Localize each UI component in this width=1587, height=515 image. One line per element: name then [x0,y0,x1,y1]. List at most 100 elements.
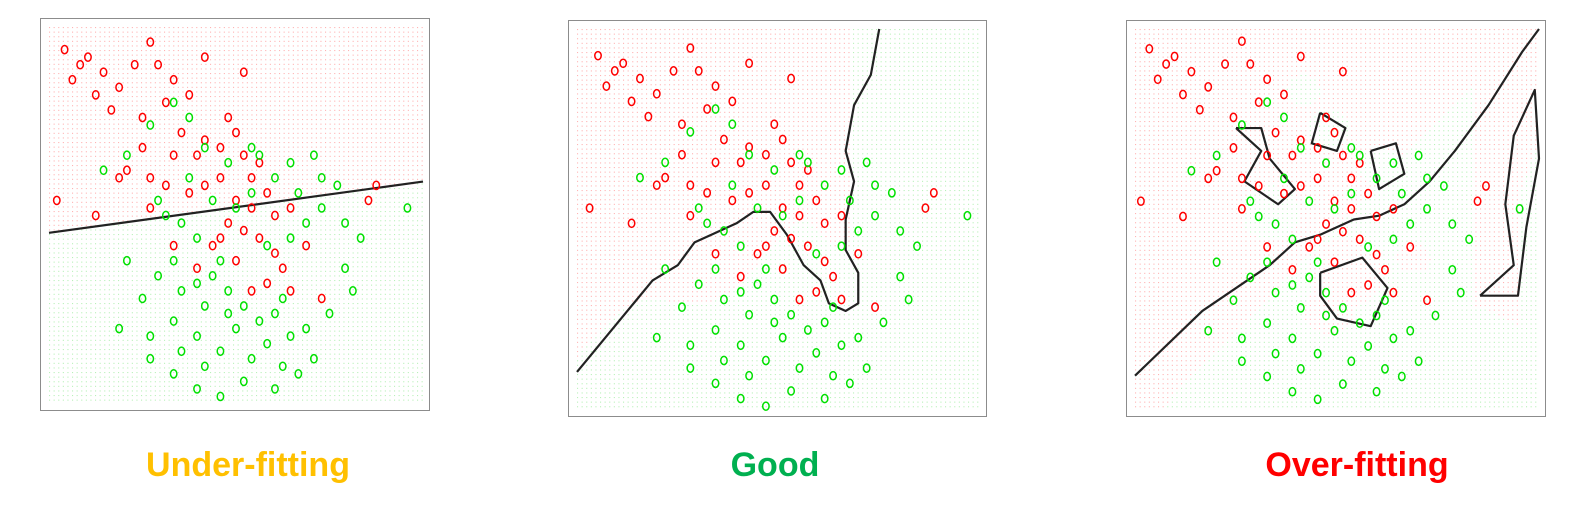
red-point [829,271,838,282]
green-point [193,233,201,243]
green-point [736,287,745,297]
green-point [247,353,256,364]
red-point [820,256,829,267]
green-point [871,210,880,221]
red-point [286,203,295,213]
green-point [770,294,779,305]
green-point [224,308,233,319]
red-point [745,58,754,69]
green-point [1347,188,1356,199]
red-point [795,180,804,191]
green-point [309,353,318,364]
red-point [224,112,233,123]
green-point [1263,97,1272,108]
green-point [736,340,745,351]
red-point [1263,150,1272,161]
green-point [711,104,720,114]
green-point [193,384,201,394]
green-point [1347,143,1356,153]
red-point [247,286,256,296]
red-point [1179,89,1187,100]
green-point [309,150,318,161]
red-point [115,172,124,183]
green-point [325,308,334,319]
green-point [1246,196,1255,207]
green-point [1381,295,1389,306]
red-point [1296,181,1305,191]
green-point [286,331,295,341]
green-point [1397,371,1406,382]
green-point [255,150,264,161]
red-point [585,203,594,213]
good-fit-label: Good [565,446,985,485]
red-point [627,218,636,229]
green-point [745,370,754,381]
red-point [703,104,712,114]
red-point [1204,173,1213,184]
red-point [60,44,69,55]
red-point [1330,127,1339,138]
green-point [341,263,350,274]
red-point [1338,150,1347,161]
green-point [719,226,728,236]
red-point [1288,150,1297,161]
red-point [1330,257,1339,268]
green-point [677,302,686,312]
green-point [115,323,124,334]
red-point [627,96,636,107]
red-point [602,81,611,92]
red-point [745,187,754,198]
green-point [161,210,170,221]
green-point [703,218,712,229]
green-point [845,195,854,206]
green-point [1364,242,1373,252]
red-point [216,233,225,243]
underfit-plot [40,18,430,411]
red-point [99,67,108,78]
red-point [107,105,116,115]
green-point [661,264,670,274]
red-point [778,134,787,145]
red-point [185,90,194,100]
green-point [286,233,295,243]
green-point [694,279,703,290]
green-point [1280,173,1288,184]
green-point [177,286,186,296]
red-point [271,248,279,259]
green-point [286,157,295,168]
red-point [138,112,147,123]
red-point [1280,188,1288,199]
green-point [795,363,804,373]
green-point [146,331,155,341]
green-point [99,165,108,176]
red-point [1153,74,1162,85]
green-point [745,149,754,160]
green-point [1397,188,1406,199]
red-point [719,134,728,145]
green-point [1263,371,1272,382]
red-point [711,157,720,168]
red-point [1204,82,1213,92]
red-point [1355,234,1364,245]
red-point [652,88,661,99]
red-point [278,263,287,274]
red-point [820,218,829,229]
red-point [122,165,131,176]
red-point [1237,203,1246,214]
green-point [1229,295,1238,306]
green-point [711,378,720,389]
green-point [837,340,846,351]
green-point [963,210,972,221]
red-point [711,81,720,92]
good-fit-plot [568,20,987,417]
green-point [1431,310,1440,321]
red-point [224,218,233,228]
red-point [239,67,248,78]
green-point [1212,257,1221,268]
red-point [130,59,139,70]
red-point [317,293,326,304]
green-point [1364,341,1373,351]
red-point [76,59,85,70]
red-point [91,210,100,221]
red-point [1179,211,1187,222]
